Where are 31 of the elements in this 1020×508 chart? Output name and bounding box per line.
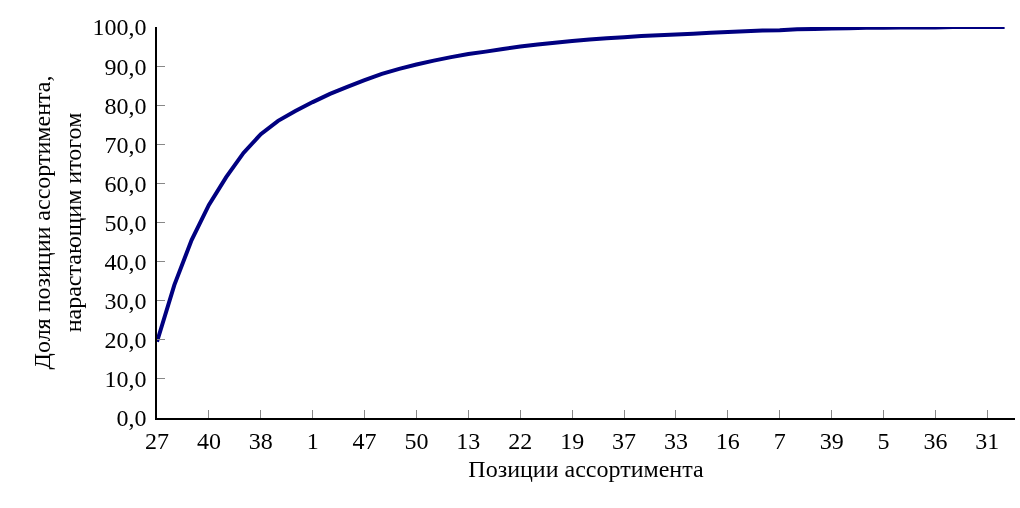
y-tick-label: 10,0 <box>104 366 147 393</box>
x-tick-label: 37 <box>612 427 637 454</box>
y-axis-title: Доля позиции ассортимента, нарастающим итогом <box>28 75 87 370</box>
y-tick-label: 60,0 <box>104 170 147 197</box>
x-tick-label: 38 <box>248 427 273 454</box>
x-tick-label: 22 <box>508 427 533 454</box>
y-tick-label: 30,0 <box>104 288 147 315</box>
x-tick-label: 40 <box>196 427 221 454</box>
x-tick-label: 31 <box>975 427 1000 454</box>
x-tick-label: 19 <box>560 427 585 454</box>
line-series <box>157 27 1007 344</box>
y-tick-label: 70,0 <box>104 131 147 158</box>
x-tick-label: 1 <box>306 427 319 454</box>
x-tick-label: 47 <box>352 427 377 454</box>
y-tick-label: 40,0 <box>104 249 147 275</box>
y-tick-label: 100,0 <box>92 14 147 41</box>
y-tick-label: 20,0 <box>104 327 147 354</box>
x-tick-label: 33 <box>663 427 688 454</box>
y-tick-label: 80,0 <box>104 92 147 119</box>
x-tick-label: 5 <box>877 427 890 454</box>
x-tick-label: 39 <box>819 427 844 454</box>
x-tick-label: 16 <box>715 427 740 454</box>
x-tick-label: 7 <box>773 427 786 454</box>
y-tick-label: 0,0 <box>116 405 147 432</box>
x-tick-label: 36 <box>923 427 948 454</box>
y-tick-label: 50,0 <box>104 209 147 236</box>
x-axis-title: Позиции ассортимента <box>468 456 704 483</box>
x-tick-label: 27 <box>145 427 169 454</box>
x-tick-label: 13 <box>456 427 481 454</box>
x-tick-label: 50 <box>404 427 429 454</box>
y-tick-label: 90,0 <box>104 53 147 80</box>
